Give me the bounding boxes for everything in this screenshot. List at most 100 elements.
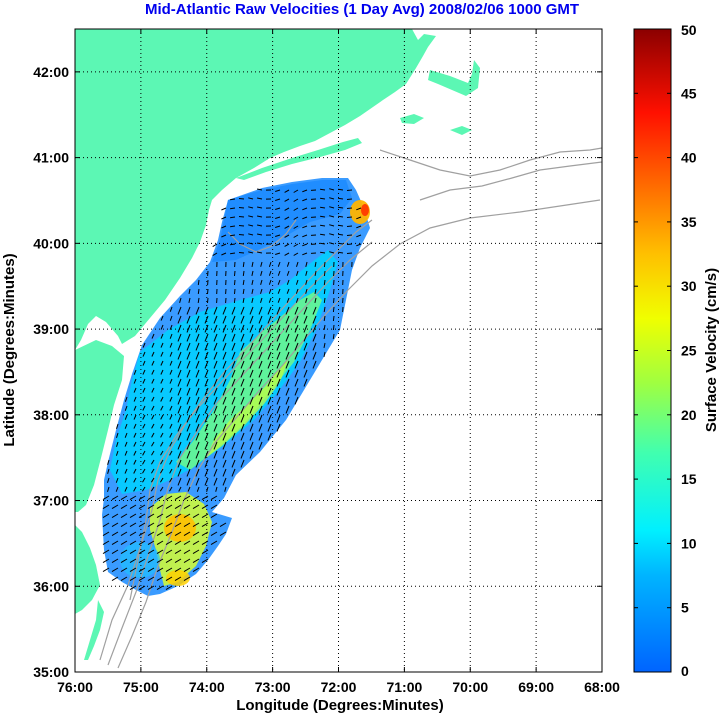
velocity-vector (222, 351, 227, 360)
velocity-vector (258, 423, 263, 432)
velocity-vector (293, 225, 299, 229)
velocity-vector (169, 405, 173, 411)
velocity-vector (320, 188, 326, 191)
velocity-vector (242, 270, 245, 276)
velocity-vector (213, 378, 218, 387)
velocity-vector (285, 396, 290, 405)
velocity-vector (240, 333, 245, 342)
velocity-vector (186, 324, 191, 333)
velocity-vector (295, 288, 299, 294)
velocity-vector (267, 333, 272, 342)
velocity-vector (231, 342, 236, 351)
velocity-vector (267, 315, 272, 324)
velocity-vector (150, 486, 155, 492)
velocity-vector (169, 378, 173, 384)
velocity-vector (332, 324, 335, 331)
velocity-vector (195, 477, 200, 486)
velocity-vector (285, 342, 290, 351)
y-tick-label: 36:00 (33, 578, 69, 594)
velocity-vector (294, 324, 299, 333)
velocity-vector (204, 468, 209, 477)
velocity-field-south-peak-2 (166, 570, 190, 586)
velocity-vector (231, 360, 236, 369)
velocity-vector (248, 215, 254, 218)
velocity-vector (303, 342, 308, 351)
velocity-vector (258, 441, 263, 450)
velocity-vector (151, 414, 155, 420)
velocity-vector (248, 251, 254, 254)
velocity-vector (111, 531, 119, 537)
land-mainland-north (75, 29, 436, 350)
velocity-vector (230, 234, 236, 237)
velocity-vector (151, 423, 155, 429)
velocity-vector (312, 342, 317, 351)
colorbar-tick-label: 35 (681, 214, 697, 230)
velocity-vector (257, 206, 263, 209)
velocity-vector (231, 387, 236, 396)
velocity-vector (150, 459, 155, 465)
velocity-vector (294, 351, 299, 360)
velocity-vector (222, 342, 227, 351)
velocity-vector (285, 360, 290, 369)
velocity-vector (222, 360, 227, 369)
velocity-vector (160, 414, 164, 420)
velocity-vector (207, 288, 209, 295)
velocity-vector (138, 495, 146, 501)
velocity-vector (177, 369, 182, 378)
velocity-vector (129, 522, 137, 528)
velocity-vector (186, 441, 191, 450)
velocity-vector (346, 207, 353, 209)
velocity-field-ne-peak-core (361, 204, 369, 216)
velocity-vector (240, 405, 245, 414)
velocity-vector (329, 215, 335, 218)
velocity-vector (302, 189, 308, 193)
velocity-vector (219, 531, 227, 537)
velocity-vector (248, 242, 254, 245)
velocity-vector (249, 405, 254, 414)
velocity-vector (142, 459, 146, 465)
velocity-vector (231, 432, 236, 441)
velocity-vector (231, 351, 236, 360)
velocity-vector (294, 306, 299, 315)
velocity-vector (201, 513, 209, 519)
velocity-vector (186, 333, 191, 342)
velocity-vector (213, 315, 218, 324)
velocity-vector (258, 405, 263, 414)
velocity-vector (195, 324, 200, 333)
velocity-vector (150, 477, 155, 483)
velocity-vector (195, 450, 200, 459)
velocity-vector (147, 495, 155, 501)
velocity-vector (195, 333, 200, 342)
velocity-vector (151, 342, 155, 348)
velocity-vector (219, 522, 227, 528)
velocity-vector (195, 342, 200, 351)
velocity-vector (177, 351, 182, 360)
velocity-vector (156, 558, 164, 564)
velocity-vector (212, 252, 218, 257)
velocity-vector (102, 495, 110, 501)
velocity-vector (251, 297, 254, 304)
x-axis-ticks: 76:00 75:00 74:00 73:00 72:00 71:00 70:00 69:00… (57, 29, 620, 695)
velocity-vector (186, 351, 191, 360)
velocity-vector (302, 198, 308, 202)
velocity-vector (195, 315, 200, 324)
velocity-vector (338, 215, 344, 218)
velocity-vector (107, 477, 110, 483)
velocity-vector (201, 531, 209, 537)
velocity-vector (305, 297, 308, 303)
velocity-vector (204, 378, 209, 387)
velocity-vector (312, 360, 317, 369)
velocity-vector (174, 513, 182, 519)
velocity-vector (323, 297, 326, 303)
velocity-vector (129, 558, 137, 564)
velocity-vector (222, 333, 227, 342)
velocity-vector (320, 251, 326, 254)
velocity-vector (242, 288, 245, 294)
velocity-vector (222, 441, 227, 450)
velocity-vector (215, 486, 218, 492)
velocity-vector (260, 297, 263, 303)
velocity-vector (323, 333, 326, 339)
velocity-vector (267, 414, 272, 423)
velocity-vector (186, 396, 191, 405)
velocity-vector (257, 224, 263, 227)
